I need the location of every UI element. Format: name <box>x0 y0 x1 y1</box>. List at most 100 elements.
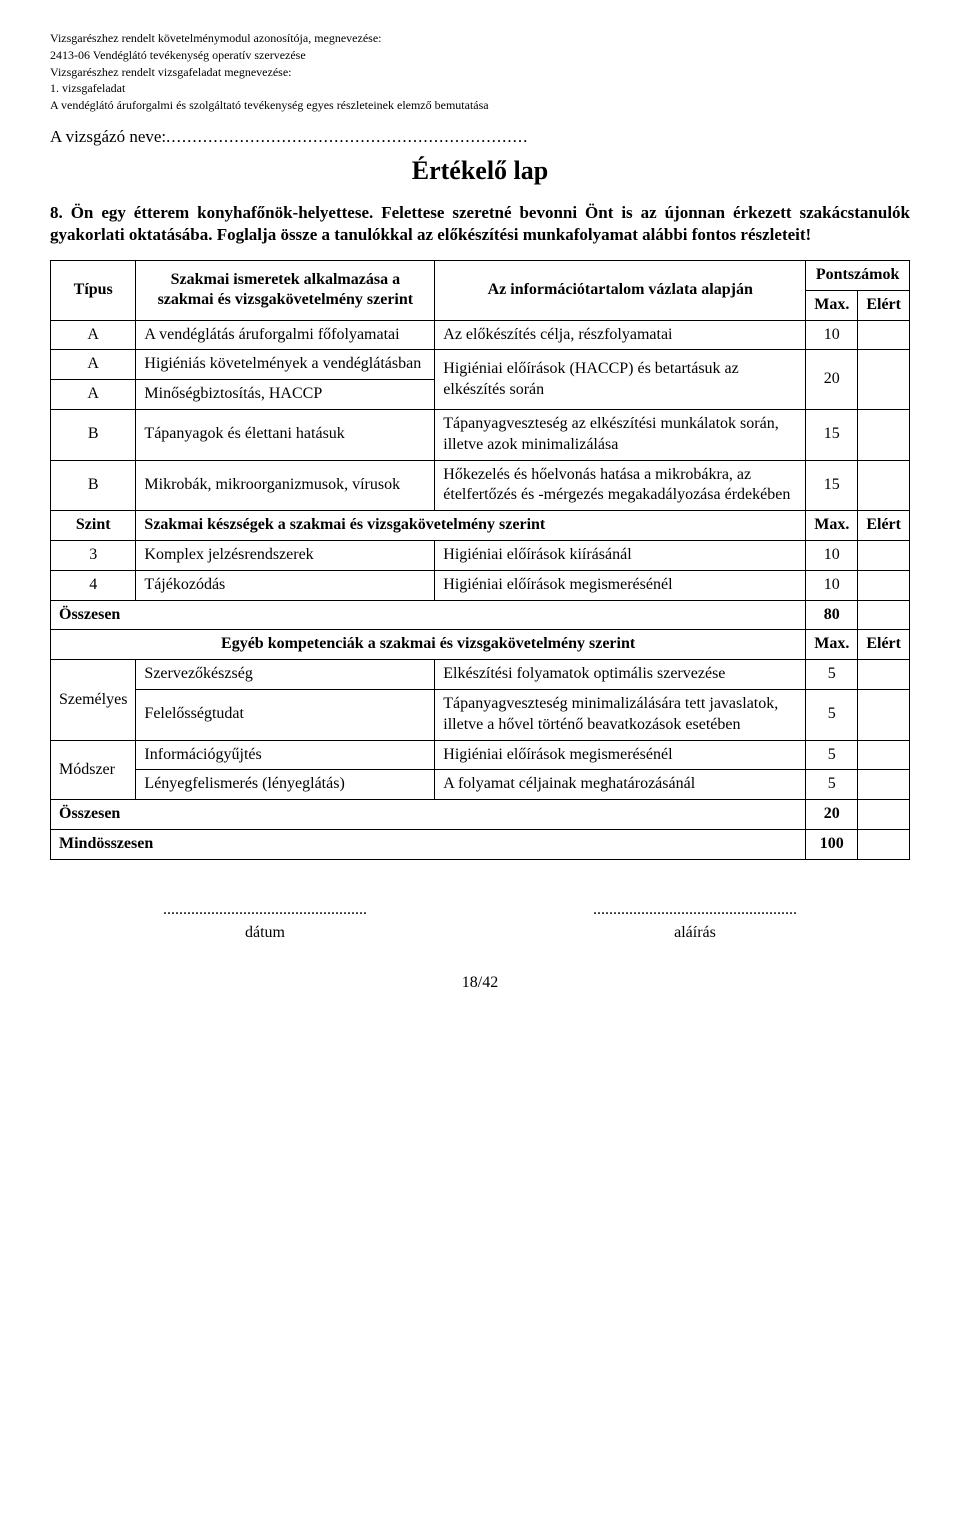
cell-right: Higiéniai előírások (HACCP) és betartásu… <box>435 350 806 410</box>
osszesen-label: Összesen <box>51 600 806 630</box>
mindosszesen-row: Mindösszesen 100 <box>51 830 910 860</box>
cell-left: Információgyűjtés <box>136 740 435 770</box>
cell-elert <box>858 690 910 741</box>
page-number: 18/42 <box>50 973 910 994</box>
header-line3: Vizsgarészhez rendelt vizsgafeladat megn… <box>50 64 910 81</box>
date-col: ........................................… <box>93 900 437 944</box>
cell-max: 5 <box>806 770 858 800</box>
cell-left: Szervezőkészség <box>136 660 435 690</box>
sign-dots: ........................................… <box>523 900 867 921</box>
cell-right: Higiéniai előírások megismerésénél <box>435 740 806 770</box>
table-row: B Tápanyagok és élettani hatásuk Tápanya… <box>51 410 910 461</box>
cell-left: Felelősségtudat <box>136 690 435 741</box>
table-row: Módszer Információgyűjtés Higiéniai előí… <box>51 740 910 770</box>
egyeb-header-row: Egyéb kompetenciák a szakmai és vizsgakö… <box>51 630 910 660</box>
osszesen2-val: 20 <box>806 800 858 830</box>
col-elert: Elért <box>858 290 910 320</box>
cell-right: Elkészítési folyamatok optimális szervez… <box>435 660 806 690</box>
cell-elert <box>858 660 910 690</box>
col-tipus: Típus <box>51 261 136 321</box>
date-dots: ........................................… <box>93 900 437 921</box>
table-row: B Mikrobák, mikroorganizmusok, vírusok H… <box>51 460 910 511</box>
col-max: Max. <box>806 290 858 320</box>
cell-elert <box>858 320 910 350</box>
date-label: dátum <box>93 923 437 944</box>
szint-label: Szakmai készségek a szakmai és vizsgaköv… <box>136 511 806 541</box>
cell-elert <box>858 350 910 410</box>
modszer-label: Módszer <box>51 740 136 800</box>
cell-right: Higiéniai előírások kiírásánál <box>435 541 806 571</box>
signature-row: ........................................… <box>50 900 910 944</box>
osszesen2-elert <box>858 800 910 830</box>
col-info: Az információtartalom vázlata alapján <box>435 261 806 321</box>
cell-right: A folyamat céljainak meghatározásánál <box>435 770 806 800</box>
egyeb-max: Max. <box>806 630 858 660</box>
egyeb-elert: Elért <box>858 630 910 660</box>
question-text: 8. Ön egy étterem konyhafőnök-helyettese… <box>50 202 910 246</box>
cell-left: Lényegfelismerés (lényeglátás) <box>136 770 435 800</box>
cell-type: B <box>51 410 136 461</box>
page-title: Értékelő lap <box>50 154 910 188</box>
egyeb-label: Egyéb kompetenciák a szakmai és vizsgakö… <box>51 630 806 660</box>
cell-elert <box>858 740 910 770</box>
cell-left: Mikrobák, mikroorganizmusok, vírusok <box>136 460 435 511</box>
cell-elert <box>858 460 910 511</box>
cell-elert <box>858 541 910 571</box>
osszesen-row: Összesen 20 <box>51 800 910 830</box>
osszesen-row: Összesen 80 <box>51 600 910 630</box>
cell-max: 15 <box>806 410 858 461</box>
cell-right: Tápanyagveszteség minimalizálására tett … <box>435 690 806 741</box>
cell-max: 5 <box>806 740 858 770</box>
header-line1: Vizsgarészhez rendelt követelménymodul a… <box>50 30 910 47</box>
cell-max: 5 <box>806 690 858 741</box>
mindosszesen-val: 100 <box>806 830 858 860</box>
evaluation-table: Típus Szakmai ismeretek alkalmazása a sz… <box>50 260 910 860</box>
cell-max: 5 <box>806 660 858 690</box>
sign-col: ........................................… <box>523 900 867 944</box>
module-header: Vizsgarészhez rendelt követelménymodul a… <box>50 30 910 114</box>
mindosszesen-elert <box>858 830 910 860</box>
col-szakmai: Szakmai ismeretek alkalmazása a szakmai … <box>136 261 435 321</box>
cell-type: B <box>51 460 136 511</box>
szint-elert: Elért <box>858 511 910 541</box>
szint-header-row: Szint Szakmai készségek a szakmai és viz… <box>51 511 910 541</box>
cell-max: 15 <box>806 460 858 511</box>
cell-left: Komplex jelzésrendszerek <box>136 541 435 571</box>
szint-max: Max. <box>806 511 858 541</box>
cell-max: 10 <box>806 541 858 571</box>
cell-elert <box>858 570 910 600</box>
cell-type: A <box>51 320 136 350</box>
osszesen2-label: Összesen <box>51 800 806 830</box>
cell-left: Minőségbiztosítás, HACCP <box>136 380 435 410</box>
candidate-name-line: A vizsgázó neve:........................… <box>50 126 910 148</box>
candidate-dots: ........................................… <box>166 127 528 146</box>
cell-max: 10 <box>806 320 858 350</box>
mindosszesen-label: Mindösszesen <box>51 830 806 860</box>
cell-type: A <box>51 380 136 410</box>
osszesen-val: 80 <box>806 600 858 630</box>
cell-right: Tápanyagveszteség az elkészítési munkála… <box>435 410 806 461</box>
table-row: 3 Komplex jelzésrendszerek Higiéniai elő… <box>51 541 910 571</box>
cell-n: 4 <box>51 570 136 600</box>
table-row: A Higiéniás követelmények a vendéglátásb… <box>51 350 910 380</box>
table-row: Felelősségtudat Tápanyagveszteség minima… <box>51 690 910 741</box>
cell-right: Az előkészítés célja, részfolyamatai <box>435 320 806 350</box>
col-pontszamok: Pontszámok <box>806 261 910 291</box>
cell-left: Tájékozódás <box>136 570 435 600</box>
cell-elert <box>858 770 910 800</box>
cell-right: Higiéniai előírások megismerésénél <box>435 570 806 600</box>
osszesen-elert <box>858 600 910 630</box>
sign-label: aláírás <box>523 923 867 944</box>
cell-left: Higiéniás követelmények a vendéglátásban <box>136 350 435 380</box>
cell-n: 3 <box>51 541 136 571</box>
table-row: A A vendéglátás áruforgalmi főfolyamatai… <box>51 320 910 350</box>
cell-left: Tápanyagok és élettani hatásuk <box>136 410 435 461</box>
cell-right: Hőkezelés és hőelvonás hatása a mikrobák… <box>435 460 806 511</box>
table-row: 4 Tájékozódás Higiéniai előírások megism… <box>51 570 910 600</box>
table-row: Személyes Szervezőkészség Elkészítési fo… <box>51 660 910 690</box>
table-header-row: Típus Szakmai ismeretek alkalmazása a sz… <box>51 261 910 291</box>
cell-max: 20 <box>806 350 858 410</box>
cell-type: A <box>51 350 136 380</box>
table-row: Lényegfelismerés (lényeglátás) A folyama… <box>51 770 910 800</box>
szemelyes-label: Személyes <box>51 660 136 740</box>
